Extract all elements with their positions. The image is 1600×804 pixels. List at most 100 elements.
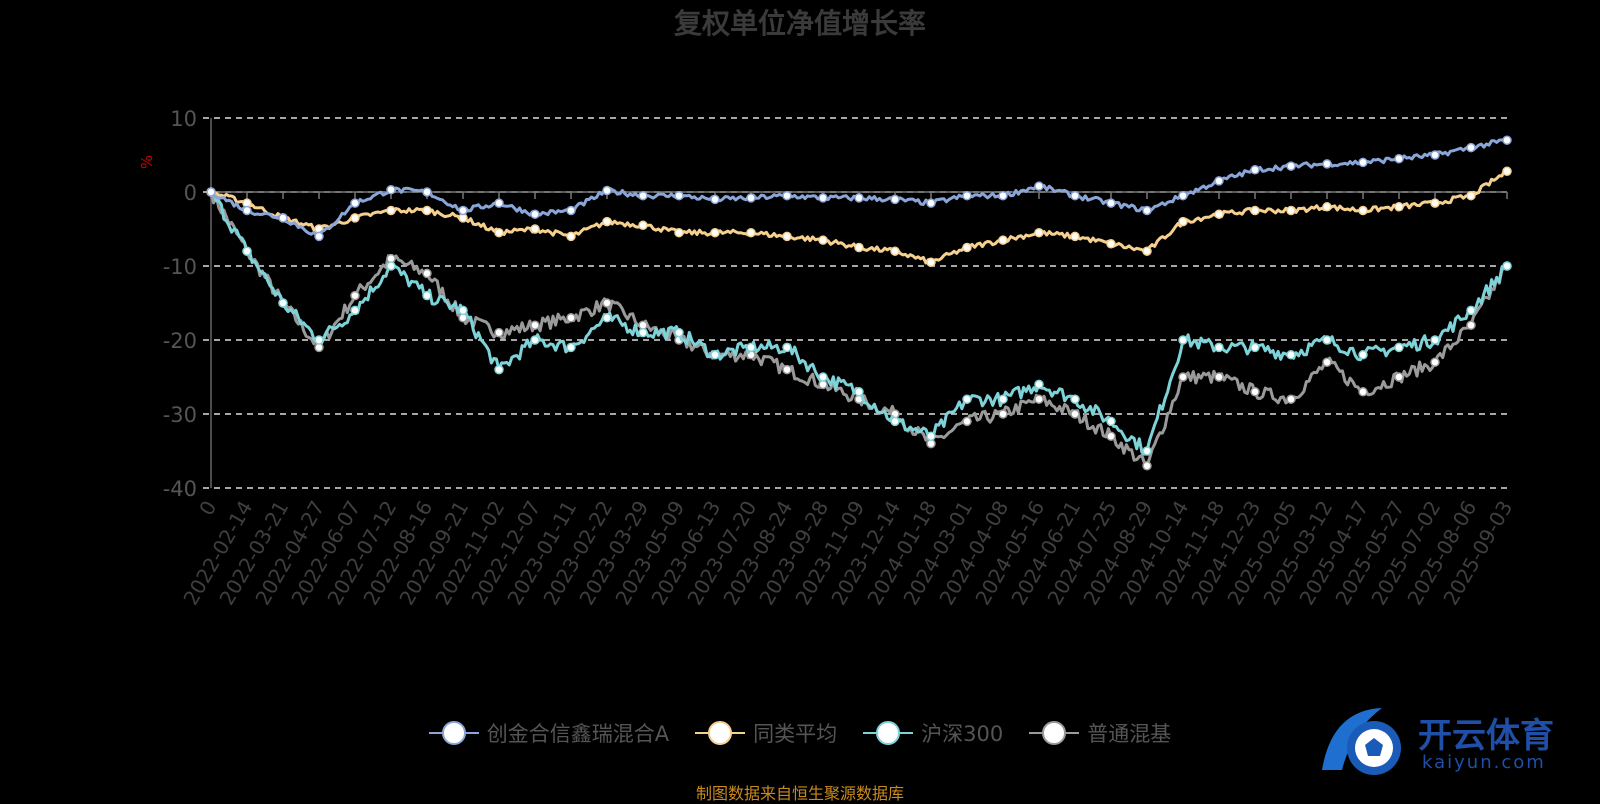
data-point [1070, 409, 1080, 419]
data-point [782, 342, 792, 353]
data-point [710, 227, 720, 238]
data-point [206, 187, 216, 197]
data-point [1286, 205, 1296, 216]
data-point [386, 205, 396, 216]
data-point [1322, 357, 1332, 367]
data-point [386, 261, 396, 271]
y-tick-label: -40 [163, 477, 197, 501]
data-point [242, 205, 252, 216]
data-point [1214, 176, 1224, 186]
legend-item[interactable]: 普通混基 [1029, 718, 1171, 748]
data-point [998, 409, 1008, 419]
legend-item[interactable]: 创金合信鑫瑞混合A [428, 718, 670, 748]
y-tick-label: -30 [163, 403, 197, 427]
data-point [1250, 165, 1260, 175]
data-point [998, 394, 1008, 404]
ball-icon [1322, 708, 1401, 775]
data-point [1358, 350, 1368, 360]
legend-label: 创金合信鑫瑞混合A [486, 722, 670, 746]
data-point [818, 193, 828, 203]
data-point [1034, 181, 1044, 191]
data-point [350, 198, 360, 208]
data-point [1502, 166, 1512, 177]
data-point [1394, 342, 1404, 353]
data-point [458, 205, 468, 216]
series-layer [206, 135, 1512, 471]
data-point [1502, 261, 1512, 271]
data-point [782, 231, 792, 242]
data-point [1250, 205, 1260, 216]
data-point [1430, 335, 1440, 345]
data-point [602, 216, 612, 227]
data-point [854, 242, 864, 253]
data-point [962, 190, 972, 201]
data-point [422, 268, 432, 279]
data-point [1286, 350, 1296, 360]
legend-label: 沪深300 [921, 722, 1004, 746]
legend-marker [695, 721, 746, 745]
data-point [494, 327, 504, 338]
data-point [1178, 190, 1188, 201]
data-point [494, 227, 504, 238]
legend: 创金合信鑫瑞混合A 同类平均 沪深300 普通混基 [0, 718, 1600, 748]
data-point [530, 209, 540, 219]
data-point [1286, 394, 1296, 404]
data-point [422, 290, 432, 301]
kaiyun-logo[interactable]: 开云体育 kaiyun.com [1312, 700, 1600, 785]
data-point [1250, 342, 1260, 353]
data-point [566, 342, 576, 353]
data-point [998, 235, 1008, 245]
data-point [1286, 161, 1296, 171]
data-point [1070, 231, 1080, 242]
data-point [350, 213, 360, 223]
legend-marker [863, 721, 914, 745]
data-point [782, 190, 792, 201]
data-point [278, 298, 288, 308]
data-point [386, 185, 396, 195]
data-point [458, 305, 468, 316]
grid-lines [203, 117, 1507, 489]
series-line [211, 190, 1508, 456]
data-point [854, 193, 864, 203]
data-point [1394, 202, 1404, 212]
data-point [962, 416, 972, 427]
y-tick-label: 0 [184, 181, 197, 205]
data-point [422, 205, 432, 216]
data-point [1142, 461, 1152, 471]
data-point [1430, 198, 1440, 208]
legend-label: 普通混基 [1087, 722, 1172, 746]
data-point [602, 313, 612, 323]
data-point [314, 231, 324, 242]
chart-title: 复权单位净值增长率 [674, 7, 926, 40]
legend-item[interactable]: 同类平均 [695, 718, 837, 748]
data-point [1178, 335, 1188, 345]
data-point [1466, 142, 1476, 153]
data-point [710, 350, 720, 360]
data-point [1322, 202, 1332, 212]
data-point [1106, 416, 1116, 427]
data-point [1250, 387, 1260, 397]
legend-label: 同类平均 [753, 722, 838, 746]
legend-item[interactable]: 沪深300 [863, 718, 1003, 748]
data-point [998, 190, 1008, 201]
data-point [530, 320, 540, 330]
data-point [1034, 227, 1044, 238]
data-point [890, 246, 900, 256]
data-point [530, 224, 540, 234]
data-point [890, 416, 900, 427]
series-line [209, 138, 1508, 238]
data-point [566, 313, 576, 323]
data-point [494, 364, 504, 375]
data-point [674, 190, 684, 201]
data-point [1106, 198, 1116, 208]
data-point [1466, 305, 1476, 316]
y-tick-label: -10 [163, 255, 197, 279]
data-point [278, 213, 288, 223]
data-point [638, 220, 648, 231]
data-point [710, 194, 720, 205]
data-point [1358, 157, 1368, 168]
data-point [530, 335, 540, 345]
data-point [1142, 205, 1152, 216]
data-point [674, 227, 684, 238]
data-point [602, 298, 612, 308]
